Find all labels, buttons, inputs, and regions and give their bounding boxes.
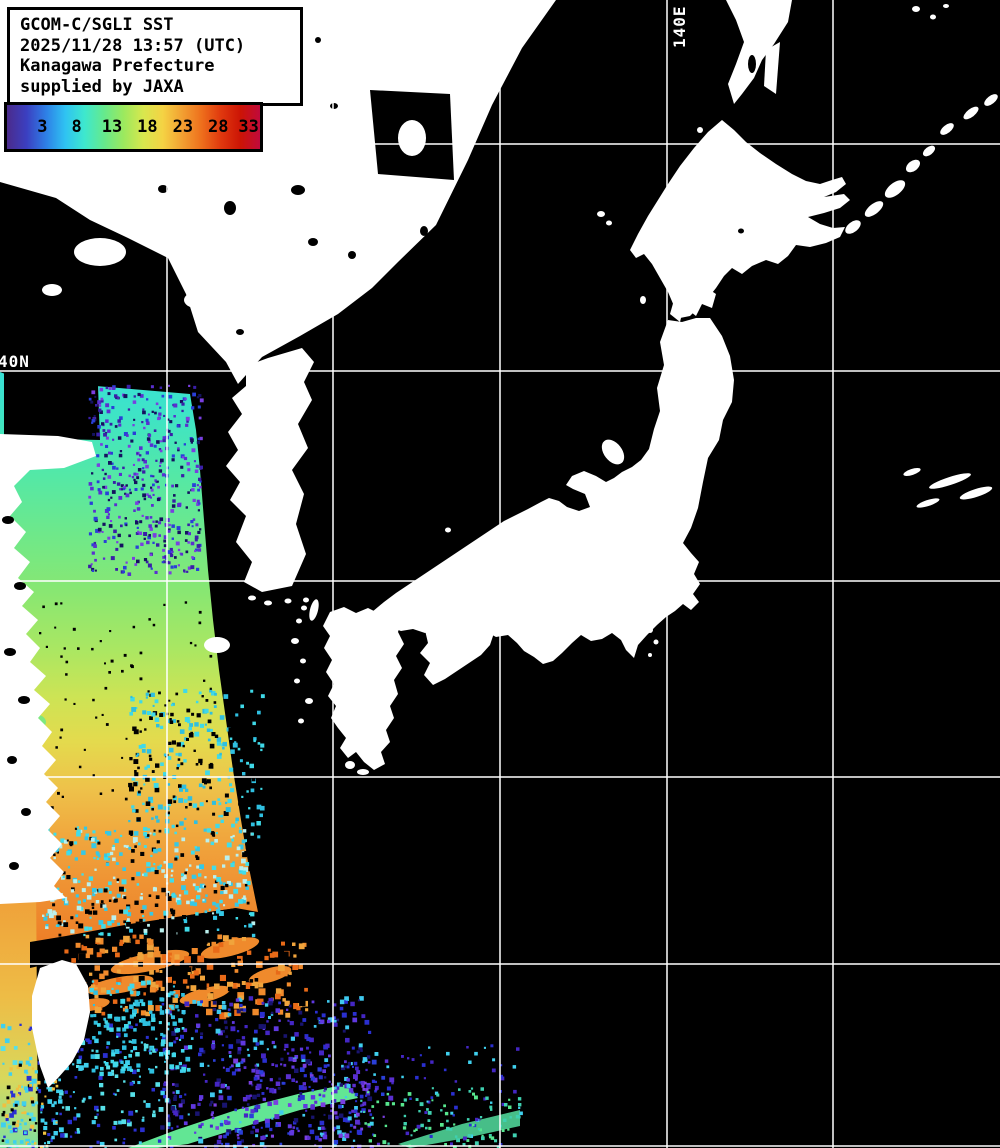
kyushu-west-islets: [291, 597, 313, 724]
colorbar-tick-labels: 3 8 13 18 23 28 33: [7, 105, 260, 149]
colorbar-tick: 23: [172, 117, 194, 137]
speckle-taiwan-east-cyan: [89, 980, 193, 1077]
land-korea: [226, 348, 314, 592]
land-honshu: [364, 318, 734, 664]
cloud-noise-speckles: [0, 384, 523, 1148]
colorbar-tick: 8: [71, 117, 82, 137]
land-okushiri: [640, 296, 646, 304]
sakhalin-bay: [748, 55, 756, 73]
land-sakhalin: [726, 0, 792, 104]
pacific-cloud-streaks: [903, 468, 993, 508]
land-jeju: [204, 637, 230, 653]
cloud-patch: [136, 202, 180, 226]
colorbar-tick: 13: [101, 117, 123, 137]
land-hokkaido: [630, 120, 850, 318]
title-credit: supplied by JAXA: [20, 76, 184, 97]
land-china-coast: [0, 434, 96, 904]
land-sado: [601, 439, 625, 465]
land-shikoku: [420, 620, 494, 685]
title-datetime: 2025/11/28 13:57 (UTC): [20, 35, 246, 56]
title-product: GCOM-C/SGLI SST: [20, 15, 174, 35]
bottom-green-streak-2: [398, 1110, 520, 1148]
izu-islands: [647, 627, 659, 657]
land-tsugaru-peninsula: [670, 300, 684, 322]
speckle-mid-cyan-streaks: [128, 688, 265, 839]
cloud-patch: [184, 292, 208, 308]
land-sakhalin-cape: [764, 42, 780, 94]
speckle-strait-specks: [1, 1062, 63, 1148]
hokkaido-lake: [738, 228, 744, 234]
speckle-bottom-left-cyan: [0, 1023, 174, 1148]
speckle-bottom-blue-field: [158, 996, 373, 1148]
speckle-sparse-right-purple: [353, 1043, 523, 1147]
cloud-patch: [74, 238, 126, 266]
parallel-label-40n: 40N: [0, 352, 30, 371]
cloud-patch: [42, 284, 62, 296]
black-cloud-band: [30, 908, 244, 968]
bohai-no-data: [4, 366, 100, 440]
land-kyushu: [323, 607, 404, 770]
title-region: Kanagawa Prefecture: [20, 56, 215, 76]
speckle-deep-purple-patch: [210, 1058, 395, 1148]
land-tsushima: [309, 599, 319, 621]
colorbar-tick: 33: [238, 117, 259, 137]
colorbar-tick: 3: [37, 117, 48, 137]
land-oki: [445, 527, 451, 533]
cloud-blob-in-gap: [398, 120, 426, 156]
china-coast-inlets: [2, 516, 31, 870]
land-taiwan: [32, 960, 90, 1088]
colorbar-tick: 28: [208, 117, 229, 137]
land-shimokita: [686, 286, 716, 316]
colorbar-gradient: [7, 105, 260, 149]
meridian-label-140e: 140E: [670, 5, 689, 48]
title-box: GCOM-C/SGLI SST 2025/11/28 13:57 (UTC) K…: [7, 7, 303, 106]
colorbar-tick: 18: [137, 117, 158, 137]
south-kyushu-islands: [345, 761, 369, 775]
sst-colorbar: 3 8 13 18 23 28 33: [4, 102, 263, 152]
land-kuril-islands: [845, 94, 998, 234]
